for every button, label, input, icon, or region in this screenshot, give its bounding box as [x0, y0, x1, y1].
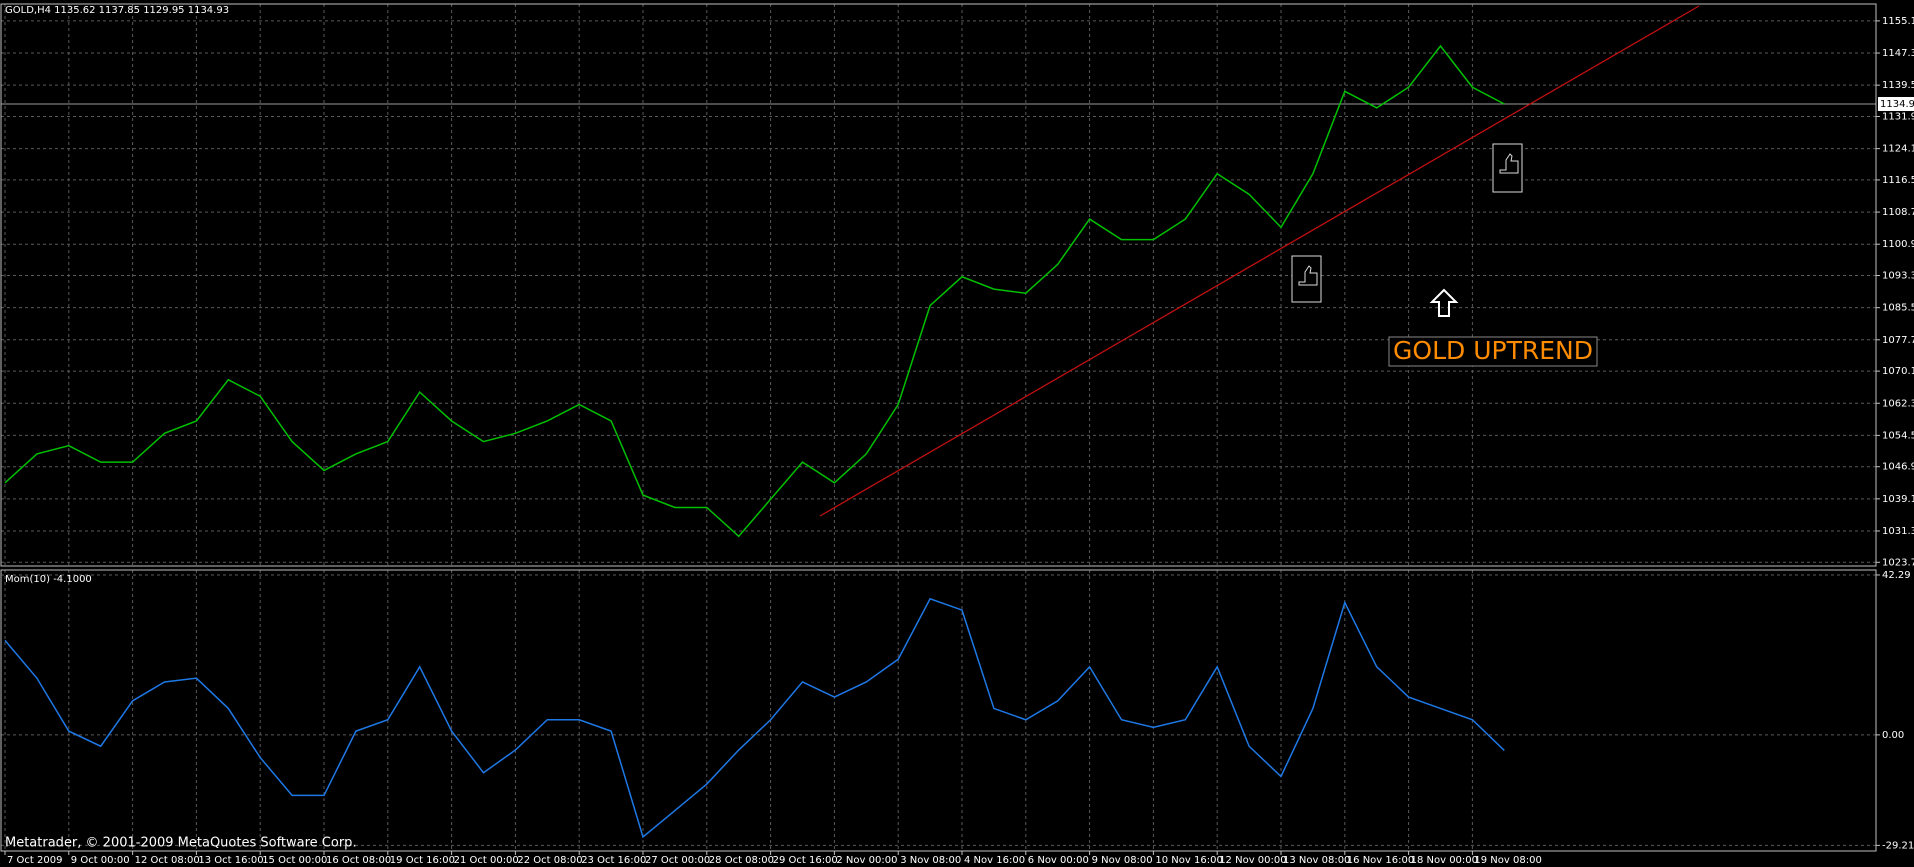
thumb-shape	[1298, 265, 1318, 286]
x-tick-label: 16 Nov 16:00	[1347, 855, 1414, 866]
y-tick-label: 0.00	[1882, 730, 1904, 741]
x-tick-label: 18 Nov 00:00	[1411, 855, 1478, 866]
x-tick-label: 2 Nov 00:00	[836, 855, 897, 866]
x-tick-label: 12 Nov 00:00	[1219, 855, 1286, 866]
x-tick-label: 7 Oct 2009	[7, 855, 62, 866]
x-tick-label: 3 Nov 08:00	[900, 855, 961, 866]
price-panel-frame	[0, 3, 1877, 567]
y-tick-label: 1116.50	[1882, 175, 1914, 186]
current-price-label: 1134.93	[1880, 99, 1914, 110]
price-header: GOLD,H4 1135.62 1137.85 1129.95 1134.93	[5, 5, 229, 16]
y-tick-label: 1139.50	[1882, 80, 1914, 91]
marks-layer	[4, 44, 1505, 839]
momentum-panel-frame	[0, 569, 1877, 852]
y-tick-label: 1085.50	[1882, 303, 1914, 314]
trend-line	[819, 5, 1700, 517]
thumb-shape	[1499, 153, 1519, 174]
x-tick-label: 28 Oct 08:00	[709, 855, 774, 866]
icon-frame	[1291, 255, 1322, 303]
y-tick-label: 1077.70	[1882, 335, 1914, 346]
y-tick-label: 1054.50	[1882, 430, 1914, 441]
y-tick-label: -29.21	[1882, 840, 1914, 851]
x-tick-label: 19 Oct 16:00	[390, 855, 455, 866]
y-tick-label: 1131.90	[1882, 111, 1914, 122]
x-tick-label: 29 Oct 16:00	[773, 855, 838, 866]
y-tick-label: 1023.70	[1882, 557, 1914, 568]
y-tick-label: 42.29	[1882, 570, 1911, 581]
x-tick-label: 10 Nov 16:00	[1155, 855, 1222, 866]
y-tick-label: 1070.10	[1882, 366, 1914, 377]
x-tick-label: 16 Oct 08:00	[326, 855, 391, 866]
y-tick-label: 1108.70	[1882, 207, 1914, 218]
x-tick-label: 9 Nov 08:00	[1092, 855, 1153, 866]
y-tick-label: 1155.10	[1882, 16, 1914, 27]
annotation: GOLD UPTREND	[1393, 336, 1593, 365]
current-price-box	[1878, 96, 1914, 111]
y-tick-label: 1100.90	[1882, 239, 1914, 250]
x-tick-label: 13 Oct 16:00	[198, 855, 263, 866]
y-tick-label: 1147.30	[1882, 48, 1914, 59]
y-tick-label: 1031.30	[1882, 526, 1914, 537]
y-tick-label: 1039.10	[1882, 494, 1914, 505]
x-tick-label: 9 Oct 00:00	[71, 855, 130, 866]
x-tick-label: 27 Oct 00:00	[645, 855, 710, 866]
copyright: Metatrader, © 2001-2009 MetaQuotes Softw…	[5, 836, 357, 851]
x-tick-label: 13 Nov 08:00	[1283, 855, 1350, 866]
x-tick-label: 23 Oct 16:00	[581, 855, 646, 866]
icon-frame	[1492, 143, 1523, 193]
x-tick-label: 6 Nov 00:00	[1028, 855, 1089, 866]
y-tick-label: 1124.10	[1882, 144, 1914, 155]
thumb-icon	[1492, 143, 1523, 193]
y-tick-label: 1062.30	[1882, 398, 1914, 409]
up-arrow	[1429, 288, 1459, 317]
y-tick-label: 1046.90	[1882, 462, 1914, 473]
x-tick-label: 21 Oct 00:00	[454, 855, 519, 866]
x-tick-label: 12 Oct 08:00	[135, 855, 200, 866]
y-tick-label: 1093.30	[1882, 271, 1914, 282]
data-line	[4, 44, 1505, 538]
data-line	[4, 597, 1505, 839]
momentum-header: Mom(10) -4.1000	[5, 574, 92, 585]
annotation-box	[1388, 336, 1598, 367]
x-tick-label: 4 Nov 16:00	[964, 855, 1025, 866]
x-tick-label: 19 Nov 08:00	[1474, 855, 1541, 866]
x-tick-label: 22 Oct 08:00	[517, 855, 582, 866]
thumb-icon	[1291, 255, 1322, 303]
x-tick-label: 15 Oct 00:00	[262, 855, 327, 866]
